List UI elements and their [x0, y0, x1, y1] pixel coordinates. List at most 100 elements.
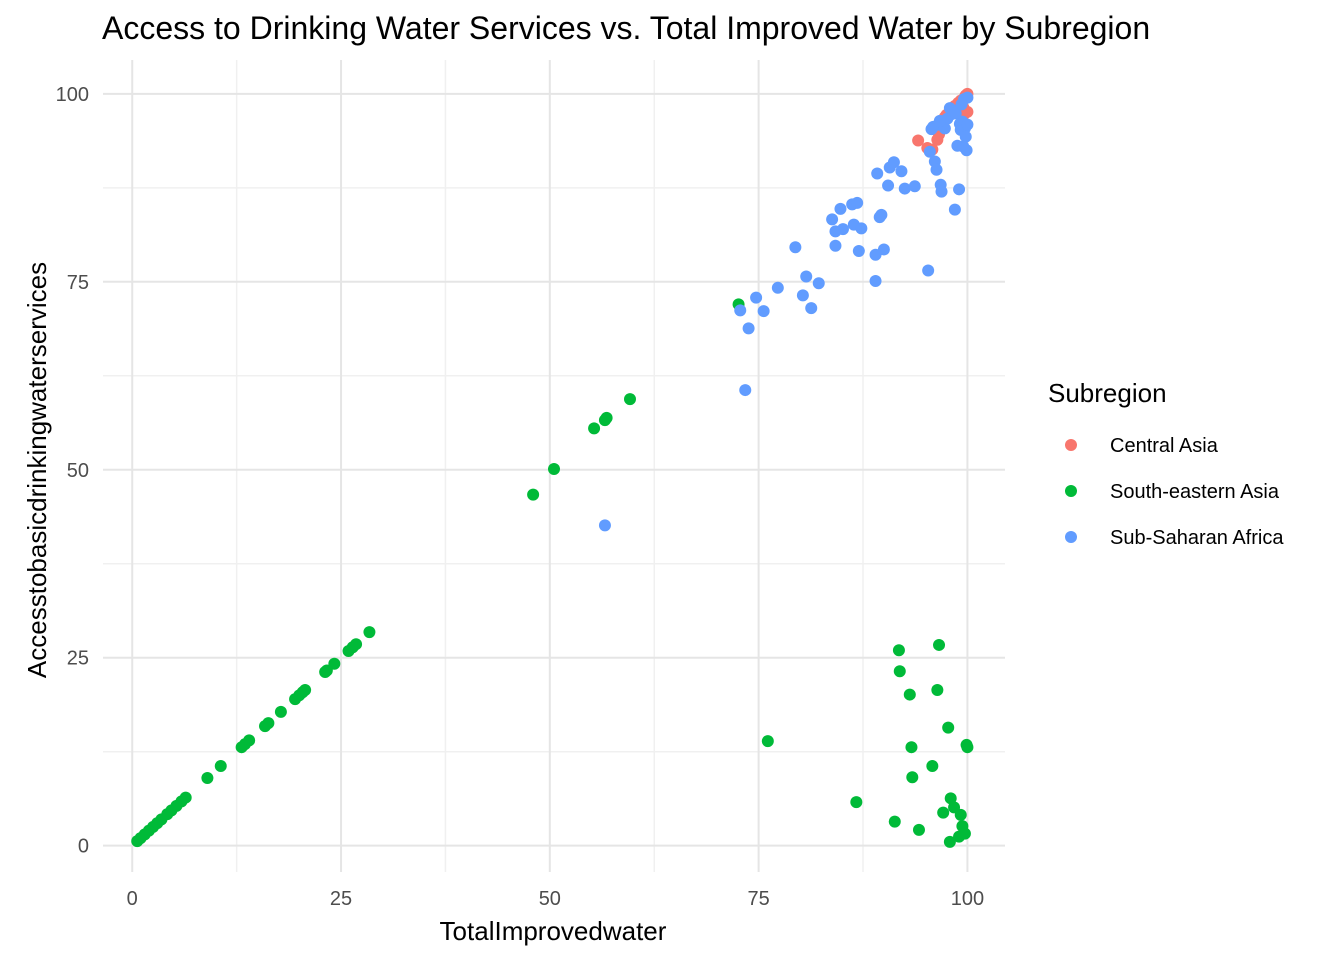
data-point-south-eastern-asia [905, 741, 918, 754]
data-point-south-eastern-asia [624, 393, 637, 406]
data-point-south-eastern-asia [600, 411, 613, 424]
data-points [131, 87, 974, 848]
data-point-sub-saharan-africa [739, 384, 752, 397]
data-point-sub-saharan-africa [908, 180, 921, 193]
y-tick-label: 100 [56, 84, 89, 106]
y-axis-ticks: 0 25 50 75 100 [56, 84, 89, 858]
data-point-sub-saharan-africa [882, 179, 895, 192]
data-point-sub-saharan-africa [935, 185, 948, 198]
data-point-south-eastern-asia [933, 638, 946, 651]
data-point-sub-saharan-africa [895, 165, 908, 178]
data-point-sub-saharan-africa [855, 222, 868, 235]
legend-key-south-eastern-asia [1065, 485, 1077, 497]
x-tick-label: 50 [539, 888, 561, 910]
data-point-sub-saharan-africa [789, 241, 802, 254]
legend-items: Central Asia South-eastern Asia Sub-Sahara… [1065, 435, 1284, 549]
legend-key-central-asia [1065, 439, 1077, 451]
data-point-sub-saharan-africa [925, 123, 938, 136]
data-point-south-eastern-asia [937, 806, 950, 819]
y-axis-title: Accesstobasicdrinkingwaterservices [22, 262, 52, 678]
legend-label-south-eastern-asia: South-eastern Asia [1110, 481, 1280, 503]
x-tick-label: 75 [747, 888, 769, 910]
data-point-south-eastern-asia [944, 792, 957, 805]
data-point-south-eastern-asia [906, 771, 919, 784]
data-point-sub-saharan-africa [750, 291, 763, 304]
data-point-south-eastern-asia [761, 735, 774, 748]
data-point-south-eastern-asia [954, 808, 967, 821]
y-tick-label: 75 [67, 272, 89, 294]
data-point-south-eastern-asia [912, 823, 925, 836]
data-point-sub-saharan-africa [959, 130, 972, 143]
data-point-south-eastern-asia [274, 705, 287, 718]
data-point-south-eastern-asia [262, 717, 275, 730]
x-axis-title: TotalImprovedwater [440, 916, 667, 946]
data-point-sub-saharan-africa [757, 305, 770, 318]
data-point-sub-saharan-africa [829, 239, 842, 252]
data-point-south-eastern-asia [299, 684, 312, 697]
data-point-south-eastern-asia [328, 657, 341, 670]
data-point-sub-saharan-africa [826, 213, 839, 226]
x-tick-label: 100 [951, 888, 984, 910]
data-point-south-eastern-asia [214, 759, 227, 772]
legend-label-sub-saharan-africa: Sub-Saharan Africa [1110, 527, 1284, 549]
x-axis-ticks: 0 25 50 75 100 [127, 888, 984, 910]
y-tick-label: 25 [67, 648, 89, 670]
data-point-sub-saharan-africa [943, 102, 956, 115]
data-point-south-eastern-asia [903, 688, 916, 701]
data-point-sub-saharan-africa [953, 183, 966, 196]
data-point-sub-saharan-africa [930, 163, 943, 176]
data-point-central-asia [912, 134, 925, 147]
data-point-sub-saharan-africa [771, 281, 784, 294]
data-point-south-eastern-asia [363, 626, 376, 639]
legend-title: Subregion [1048, 378, 1167, 408]
data-point-south-eastern-asia [548, 463, 560, 476]
data-point-sub-saharan-africa [812, 277, 825, 290]
data-point-south-eastern-asia [943, 835, 956, 848]
data-point-sub-saharan-africa [923, 145, 936, 158]
data-point-sub-saharan-africa [834, 202, 847, 215]
data-point-sub-saharan-africa [734, 304, 747, 317]
data-point-sub-saharan-africa [805, 302, 818, 315]
data-point-sub-saharan-africa [851, 196, 864, 209]
data-point-sub-saharan-africa [836, 223, 849, 236]
data-point-sub-saharan-africa [887, 156, 900, 169]
data-point-south-eastern-asia [893, 665, 906, 678]
data-point-south-eastern-asia [201, 772, 214, 785]
data-point-sub-saharan-africa [933, 114, 946, 127]
legend: Subregion Central Asia South-eastern Asia… [1048, 378, 1284, 549]
data-point-sub-saharan-africa [961, 118, 974, 131]
data-point-south-eastern-asia [588, 422, 601, 435]
y-tick-label: 0 [78, 836, 89, 858]
data-point-south-eastern-asia [961, 741, 974, 754]
data-point-south-eastern-asia [942, 721, 955, 734]
data-point-sub-saharan-africa [869, 275, 882, 288]
major-gridlines [103, 60, 1005, 872]
data-point-sub-saharan-africa [871, 167, 884, 180]
data-point-sub-saharan-africa [875, 208, 888, 221]
data-point-sub-saharan-africa [922, 264, 935, 277]
legend-key-sub-saharan-africa [1065, 531, 1077, 543]
minor-gridlines [103, 60, 1005, 872]
data-point-south-eastern-asia [931, 684, 944, 697]
data-point-south-eastern-asia [243, 734, 256, 747]
data-point-south-eastern-asia [892, 644, 905, 657]
data-point-south-eastern-asia [527, 488, 540, 501]
data-point-south-eastern-asia [958, 827, 971, 840]
data-point-sub-saharan-africa [852, 244, 865, 257]
x-tick-label: 25 [330, 888, 352, 910]
x-tick-label: 0 [127, 888, 138, 910]
data-point-sub-saharan-africa [800, 270, 813, 283]
data-point-sub-saharan-africa [898, 182, 911, 195]
data-point-sub-saharan-africa [877, 243, 890, 256]
data-point-south-eastern-asia [888, 815, 901, 828]
legend-label-central-asia: Central Asia [1110, 435, 1219, 457]
data-point-south-eastern-asia [926, 759, 939, 772]
chart-title: Access to Drinking Water Services vs. To… [102, 10, 1150, 46]
data-point-sub-saharan-africa [598, 519, 611, 532]
data-point-sub-saharan-africa [796, 289, 809, 302]
data-point-south-eastern-asia [179, 791, 192, 804]
y-tick-label: 50 [67, 460, 89, 482]
data-point-south-eastern-asia [850, 796, 863, 809]
data-point-sub-saharan-africa [955, 98, 968, 111]
